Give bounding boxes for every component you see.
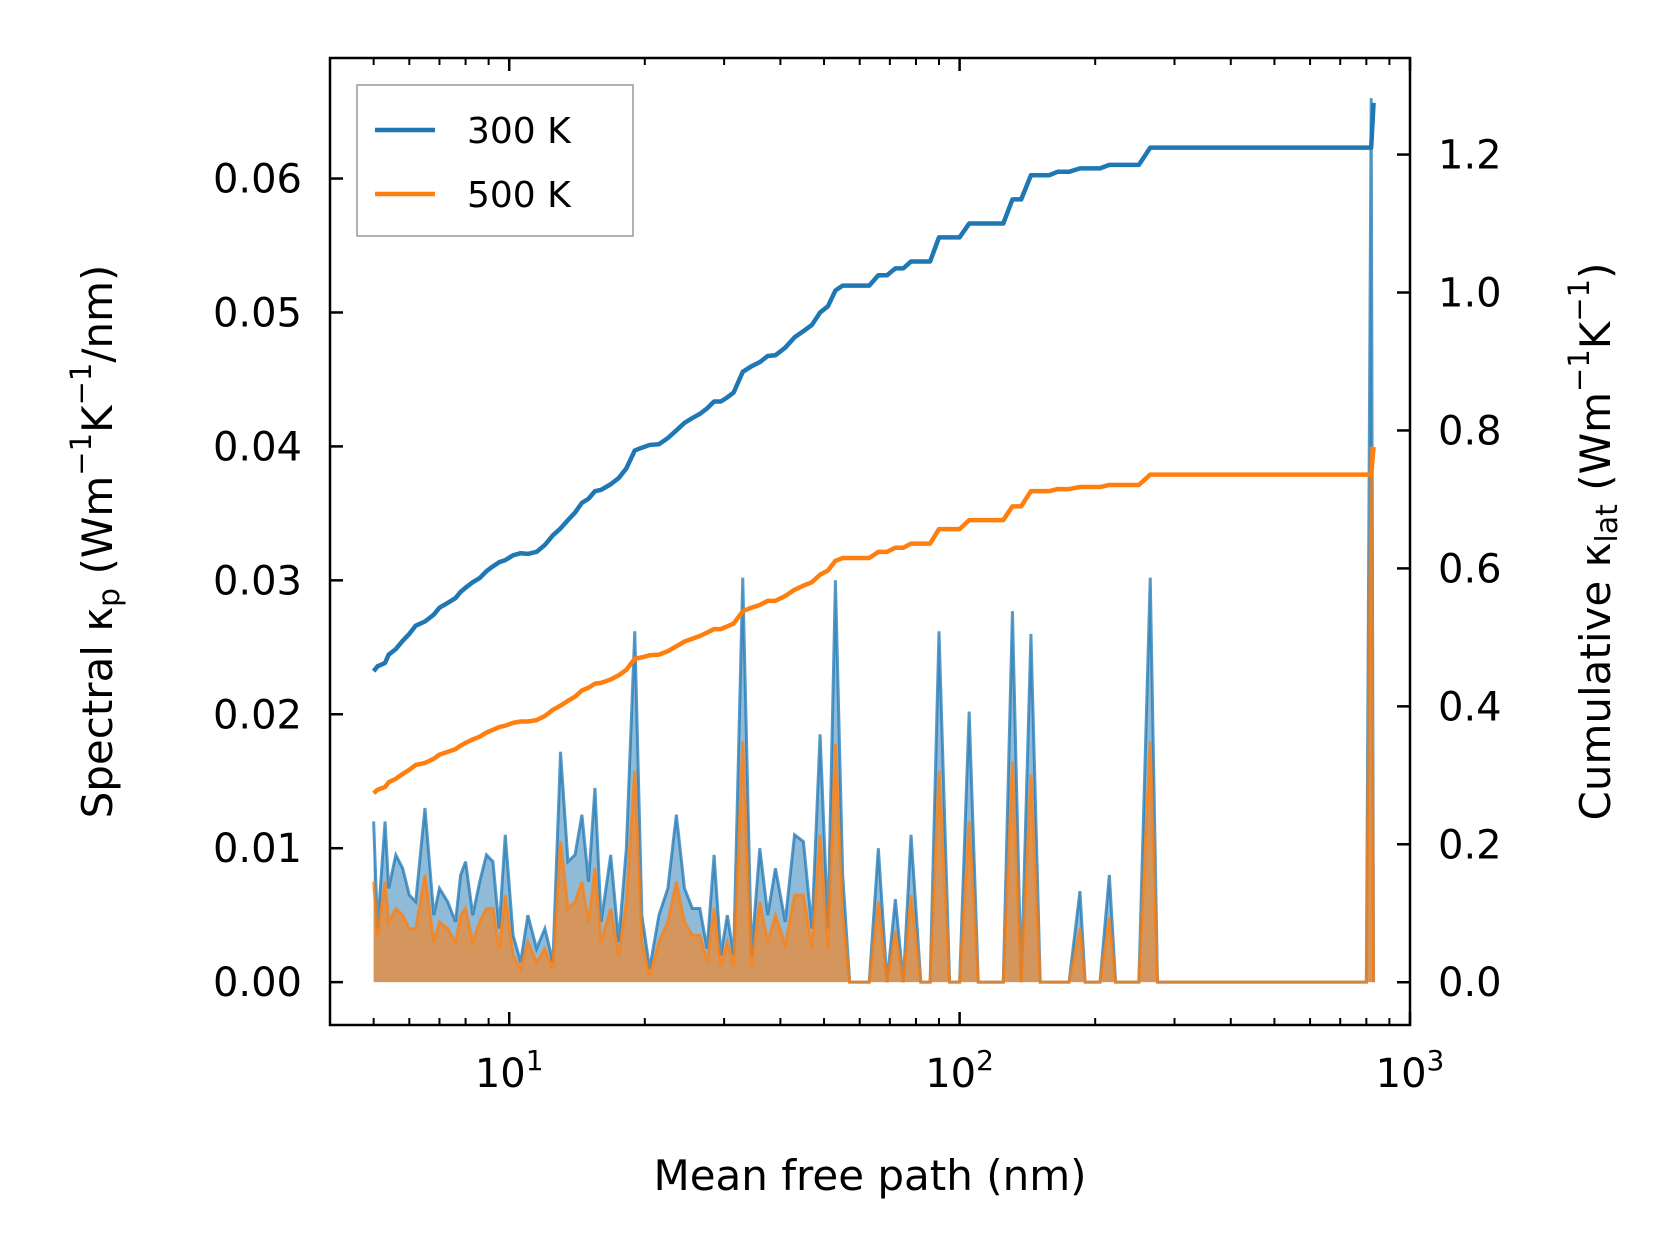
ticks-layer: 101 102 103 0.00 0.01 0.02 0.03 0.04 0.05 0.06 0.0… bbox=[213, 58, 1502, 1097]
y-right-tick-label: 0.6 bbox=[1438, 546, 1502, 592]
legend-label: 300 K bbox=[467, 111, 572, 152]
y-right-tick-label: 1.2 bbox=[1438, 133, 1502, 179]
legend-box bbox=[356, 84, 634, 237]
y-right-tick-label: 0.0 bbox=[1438, 960, 1502, 1006]
y-left-tick-label: 0.04 bbox=[213, 424, 302, 470]
y-right-tick-label: 0.8 bbox=[1438, 408, 1502, 454]
spectral-line-500k bbox=[372, 446, 1376, 984]
y-left-tick-label: 0.05 bbox=[213, 290, 302, 336]
y-left-tick-label: 0.01 bbox=[213, 826, 302, 872]
cumulative-line-layer bbox=[371, 102, 1376, 795]
legend-label: 500 K bbox=[467, 175, 572, 216]
axis-titles: Mean free path (nm) Spectral κp (Wm−1K−1/… bbox=[64, 263, 1625, 1200]
x-tick-label: 103 bbox=[1376, 1044, 1445, 1097]
y-right-tick-label: 0.2 bbox=[1438, 822, 1502, 868]
y-right-tick-label: 0.4 bbox=[1438, 684, 1502, 730]
y-right-axis-title: Cumulative κlat (Wm−1K−1) bbox=[1562, 263, 1625, 821]
y-left-tick-label: 0.03 bbox=[213, 558, 302, 604]
cumulative-line-500k bbox=[372, 446, 1376, 795]
y-left-tick-label: 0.00 bbox=[213, 960, 302, 1006]
cumulative-line-300k bbox=[371, 102, 1376, 673]
x-axis-title: Mean free path (nm) bbox=[653, 1151, 1086, 1200]
x-tick-label: 102 bbox=[925, 1044, 994, 1097]
y-right-tick-label: 1.0 bbox=[1438, 271, 1502, 317]
x-tick-label: 101 bbox=[475, 1044, 544, 1097]
plot-frame bbox=[328, 56, 1412, 1027]
legend: 300 K 500 K bbox=[356, 84, 634, 237]
y-left-tick-label: 0.06 bbox=[213, 157, 302, 203]
y-left-axis-title: Spectral κp (Wm−1K−1/nm) bbox=[64, 265, 127, 819]
y-left-tick-label: 0.02 bbox=[213, 692, 302, 738]
spectral-area-layer bbox=[372, 98, 1376, 984]
